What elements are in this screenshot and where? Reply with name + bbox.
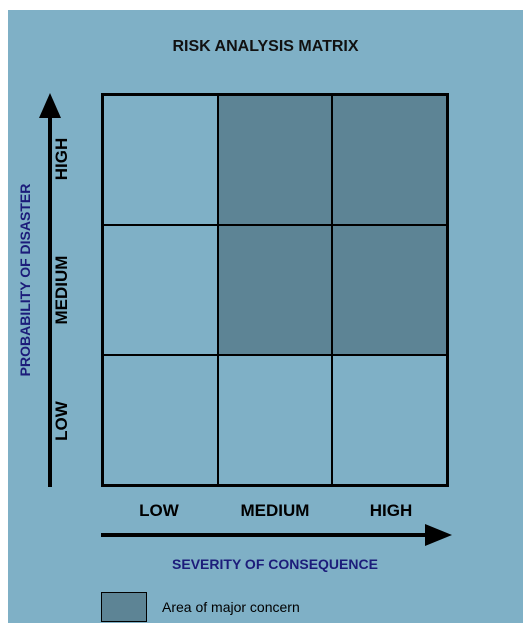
x-level-label-medium: MEDIUM xyxy=(240,501,310,520)
cell-medium-probability-medium-severity xyxy=(217,225,333,355)
diagram-title: RISK ANALYSIS MATRIX xyxy=(172,38,359,55)
cell-low-probability-medium-severity xyxy=(217,355,333,485)
cell-high-probability-low-severity xyxy=(103,95,218,225)
y-level-label-low: LOW xyxy=(52,401,71,441)
x-level-label-low: LOW xyxy=(139,501,179,520)
cell-high-probability-medium-severity xyxy=(217,95,333,225)
cell-high-probability-high-severity xyxy=(332,95,447,225)
legend-label: Area of major concern xyxy=(162,599,300,615)
legend-swatch xyxy=(101,592,147,622)
cell-medium-probability-high-severity xyxy=(332,225,447,355)
x-axis-title: SEVERITY OF CONSEQUENCE xyxy=(172,556,378,572)
y-axis-arrow xyxy=(39,93,61,487)
x-axis-arrow xyxy=(101,524,452,546)
y-level-label-medium: MEDIUM xyxy=(52,255,71,325)
risk-matrix xyxy=(101,93,449,487)
y-level-label-high: HIGH xyxy=(52,137,71,181)
y-axis-title: PROBABILITY OF DISASTER xyxy=(17,183,33,377)
x-level-label-high: HIGH xyxy=(369,501,413,520)
cell-low-probability-low-severity xyxy=(103,355,218,485)
cell-low-probability-high-severity xyxy=(332,355,447,485)
cell-medium-probability-low-severity xyxy=(103,225,218,355)
